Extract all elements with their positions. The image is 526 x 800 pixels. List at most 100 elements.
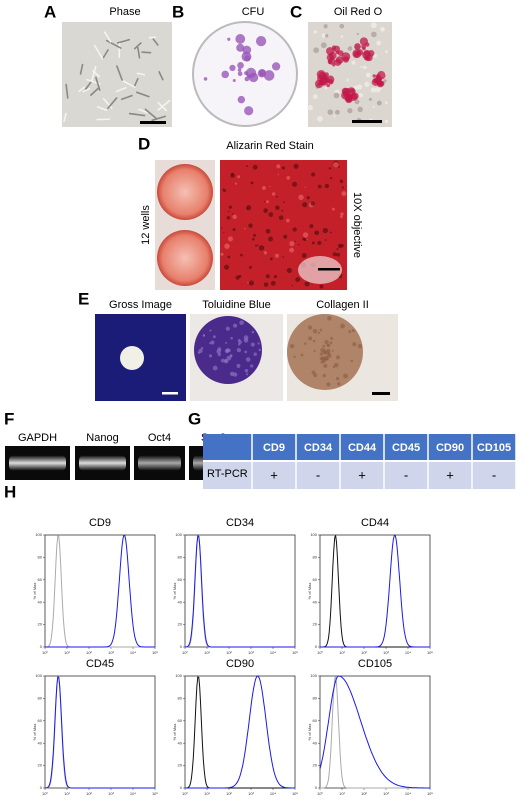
texture (343, 373, 348, 379)
nodule (271, 192, 276, 196)
texture (313, 373, 318, 378)
x-tick-label: 10⁵ (427, 791, 433, 796)
texture (327, 315, 332, 321)
texture (373, 53, 377, 58)
y-tick-label: 100 (35, 673, 42, 678)
texture (212, 335, 216, 339)
y-tick-label: 100 (310, 673, 317, 678)
y-tick-label: 60 (178, 577, 183, 582)
nodule (302, 202, 308, 208)
nodule (340, 244, 344, 248)
table-cell: + (270, 467, 278, 482)
nodule (257, 244, 259, 247)
gene-label: GAPDH (18, 432, 57, 444)
panel-title: Phase (109, 6, 140, 18)
nodule (281, 209, 284, 212)
colony (236, 43, 245, 52)
x-tick-label: 10⁴ (270, 650, 276, 655)
cell (95, 76, 101, 91)
sample-histogram (184, 535, 295, 648)
lipid (333, 45, 341, 53)
nodule (304, 281, 310, 287)
nodule (283, 234, 288, 239)
texture (324, 86, 328, 90)
texture (307, 325, 313, 330)
y-tick-label: 20 (38, 763, 43, 768)
scale-bar (372, 392, 390, 395)
texture (346, 78, 349, 82)
colony (237, 71, 243, 77)
texture (365, 72, 371, 78)
texture (340, 323, 345, 329)
nodule (265, 228, 271, 234)
panel-title: Oil Red O (334, 6, 383, 18)
table-cell: + (358, 467, 366, 482)
lipid (364, 42, 370, 47)
y-tick-label: 0 (180, 785, 183, 790)
nodule (223, 231, 225, 234)
texture (332, 365, 336, 369)
cell (136, 72, 146, 76)
texture (319, 328, 323, 332)
gel-band (9, 455, 66, 471)
nodule (317, 184, 322, 189)
x-tick-label: 10¹ (64, 791, 70, 796)
x-tick-label: 10³ (248, 791, 254, 796)
y-tick-label: 100 (35, 532, 42, 537)
x-tick-label: 10³ (108, 650, 114, 655)
gene-label: Nanog (86, 432, 118, 444)
x-tick-label: 10² (226, 791, 232, 796)
y-tick-label: 0 (180, 644, 183, 649)
y-tick-label: 80 (38, 695, 43, 700)
cell (63, 112, 67, 123)
y-tick-label: 100 (175, 532, 182, 537)
cell (141, 51, 152, 54)
colony (232, 79, 236, 83)
x-tick-label: 10⁵ (427, 650, 433, 655)
cell (157, 99, 171, 111)
texture (372, 105, 375, 108)
nodule (269, 186, 271, 188)
texture (225, 341, 228, 344)
texture (333, 362, 339, 368)
nodule (234, 182, 238, 185)
table-header: CD44 (348, 442, 377, 454)
nodule (270, 280, 276, 286)
texture (220, 358, 225, 363)
nodule (311, 172, 316, 177)
table-row-bg (203, 461, 516, 489)
scale-bar (352, 120, 382, 123)
cell (107, 97, 118, 110)
colony (263, 70, 275, 81)
colony (271, 62, 281, 71)
texture (245, 357, 251, 362)
nodule (263, 282, 269, 287)
texture (351, 60, 356, 65)
nodule (268, 236, 274, 242)
nodule (232, 213, 234, 215)
nodule (329, 176, 333, 180)
cell (120, 79, 136, 88)
nodule (230, 172, 234, 176)
nodule (314, 230, 320, 236)
panel-title: Collagen II (316, 299, 369, 311)
nodule (228, 205, 232, 209)
texture (324, 339, 329, 345)
nodule (248, 223, 253, 228)
colony (241, 51, 252, 62)
nodule (309, 224, 314, 229)
texture (325, 34, 329, 38)
lipid (375, 75, 383, 83)
panel-letter: B (172, 2, 184, 21)
cell (158, 71, 164, 81)
nodule (289, 241, 295, 247)
cell (152, 38, 159, 46)
nodule (293, 163, 299, 169)
cell (144, 108, 158, 120)
panel-letter: D (138, 134, 150, 153)
texture (368, 97, 372, 101)
nodule (224, 243, 230, 249)
texture (251, 330, 255, 334)
y-tick-label: 60 (313, 577, 318, 582)
panel-letter: C (290, 2, 302, 21)
